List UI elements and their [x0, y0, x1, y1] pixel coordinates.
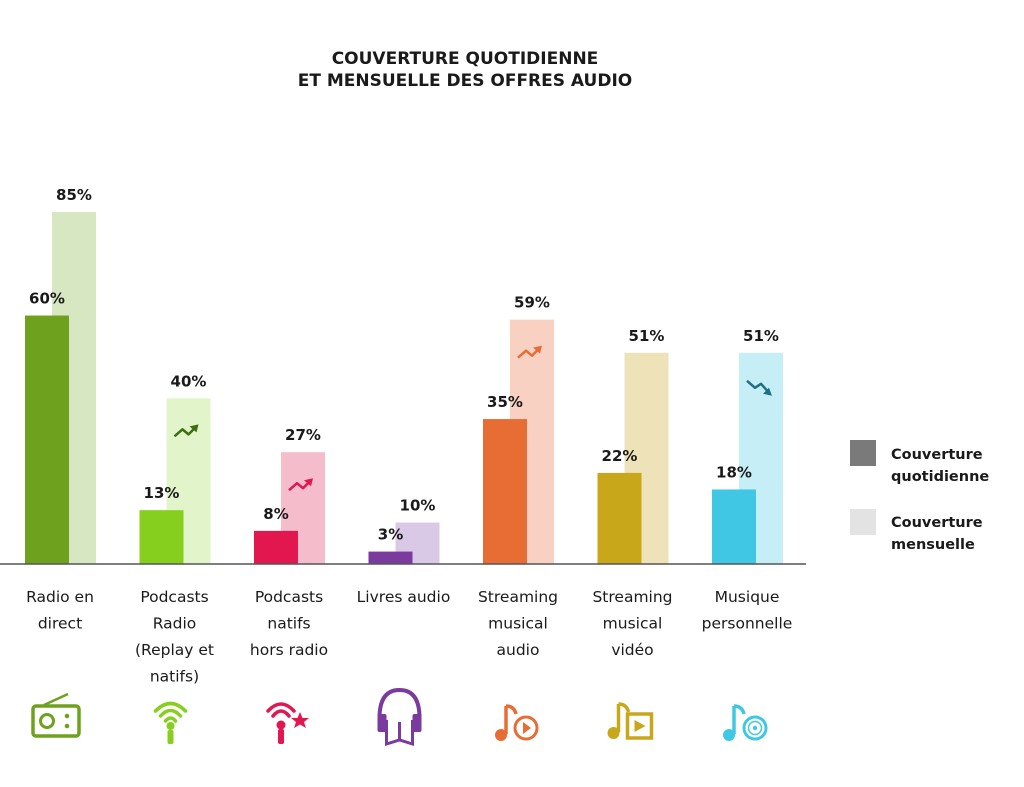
chart-title-line-1: COUVERTURE QUOTIDIENNE: [331, 49, 599, 69]
category-label-6-line-0: Musique: [715, 588, 780, 606]
value-label-daily-3: 3%: [378, 526, 403, 544]
bar-daily-4: [483, 419, 527, 564]
icons-group: [31, 687, 768, 747]
value-label-daily-2: 8%: [263, 505, 288, 523]
category-label-0-line-1: direct: [38, 615, 82, 633]
legend-monthly-line-2: mensuelle: [891, 537, 975, 553]
audiobook-icon: [377, 687, 422, 747]
bar-daily-3: [368, 551, 413, 564]
legend: Couverture quotidienne Couverture mensue…: [850, 440, 989, 553]
category-label-4-line-2: audio: [497, 641, 540, 659]
legend-daily-line-2: quotidienne: [891, 469, 989, 485]
trend-arrow-up-icon: [517, 345, 542, 359]
category-label-4-line-0: Streaming: [478, 588, 558, 606]
value-label-daily-0: 60%: [29, 290, 65, 308]
chart-title-line-2: ET MENSUELLE DES OFFRES AUDIO: [297, 71, 633, 91]
bar-daily-1: [139, 510, 184, 564]
bars-group: [25, 212, 783, 564]
bar-daily-5: [597, 472, 642, 564]
category-label-4-line-1: musical: [488, 615, 548, 633]
value-label-monthly-5: 51%: [629, 327, 665, 345]
value-label-daily-4: 35%: [487, 393, 523, 411]
chart-title: COUVERTURE QUOTIDIENNE ET MENSUELLE DES …: [0, 48, 930, 92]
podcast-radio-icon: [153, 701, 188, 744]
trend-arrow-up-icon: [173, 424, 199, 438]
legend-daily-line-1: Couverture: [891, 447, 983, 463]
value-label-monthly-0: 85%: [56, 186, 92, 204]
value-label-daily-1: 13%: [144, 484, 180, 502]
category-label-1-line-1: Radio: [153, 615, 197, 633]
value-label-daily-6: 18%: [716, 463, 752, 481]
category-label-2-line-1: natifs: [267, 615, 310, 633]
personal-music-icon: [723, 704, 768, 741]
value-label-daily-5: 22%: [602, 447, 638, 465]
legend-swatch-monthly: [850, 509, 876, 535]
bar-daily-6: [712, 489, 756, 564]
category-label-5-line-0: Streaming: [592, 588, 672, 606]
category-label-5-line-1: musical: [603, 615, 663, 633]
category-label-3-line-0: Livres audio: [357, 588, 451, 606]
category-label-1-line-2: (Replay et: [135, 641, 214, 659]
category-label-0-line-0: Radio en: [26, 588, 94, 606]
category-label-2-line-0: Podcasts: [255, 588, 323, 606]
legend-monthly-line-1: Couverture: [891, 515, 983, 531]
music-streaming-icon: [495, 704, 539, 741]
category-label-5-line-2: vidéo: [611, 641, 653, 659]
bar-daily-0: [25, 315, 69, 564]
value-label-monthly-4: 59%: [514, 294, 550, 312]
legend-swatch-daily: [850, 440, 876, 466]
category-label-1-line-0: Podcasts: [140, 588, 208, 606]
podcast-native-icon: [266, 702, 309, 744]
video-streaming-icon: [607, 702, 654, 740]
value-label-monthly-6: 51%: [743, 327, 779, 345]
radio-icon: [31, 692, 81, 738]
trend-arrow-up-icon: [288, 478, 313, 492]
category-label-6-line-1: personnelle: [702, 615, 793, 633]
category-label-1-line-3: natifs): [150, 668, 199, 686]
value-label-monthly-3: 10%: [400, 497, 436, 515]
trend-arrow-down-icon: [746, 379, 772, 396]
bar-daily-2: [254, 530, 298, 564]
value-label-monthly-1: 40%: [171, 372, 207, 390]
labels-group: 85% 60% Radio en direct 40% 13% Podcasts Radio (…: [26, 186, 792, 686]
category-label-2-line-2: hors radio: [250, 641, 328, 659]
trend-arrows-group: [173, 345, 772, 492]
value-label-monthly-2: 27%: [285, 426, 321, 444]
